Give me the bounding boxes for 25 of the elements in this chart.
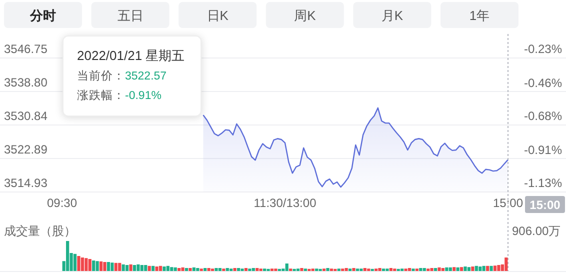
y-tick-label: 3522.89 xyxy=(4,142,48,156)
y-tick-label: 3538.80 xyxy=(4,75,48,90)
y-tick-label: 3546.75 xyxy=(4,42,48,56)
y2-tick-label: -0.23% xyxy=(524,42,562,56)
y2-tick-label: -0.68% xyxy=(524,109,562,123)
y-tick-label: 3530.84 xyxy=(4,109,48,123)
y-axis-title: 成交量（股） xyxy=(4,224,76,238)
y-tick-label: 3514.93 xyxy=(4,176,48,190)
button: 日K xyxy=(178,2,257,28)
tooltip: 2022/01/21 星期五 当前价：3522.57 涨跌幅：-0.91% xyxy=(62,36,202,116)
button: 周K xyxy=(266,2,344,28)
y2-tick-label: -0.91% xyxy=(524,143,562,158)
x-tick-label: 11:30/13:00 xyxy=(254,196,317,210)
x-tick-label: 09:30 xyxy=(46,196,78,210)
button: 五日 xyxy=(91,2,170,28)
x-tick-label: 15:00 xyxy=(492,196,524,210)
button: 月K xyxy=(353,2,432,28)
annotation: 2022/01/21 星期五 xyxy=(77,48,185,63)
y2-tick-label: -0.46% xyxy=(524,76,562,90)
y2-tick-label: -1.13% xyxy=(524,176,562,190)
button: 1年 xyxy=(440,2,518,28)
annotation: 当前价：3522.57 xyxy=(77,70,167,82)
annotation: 涨跌幅：-0.91% xyxy=(77,89,162,102)
text: 906.00万 xyxy=(512,224,561,238)
button: 分时 xyxy=(4,2,82,28)
